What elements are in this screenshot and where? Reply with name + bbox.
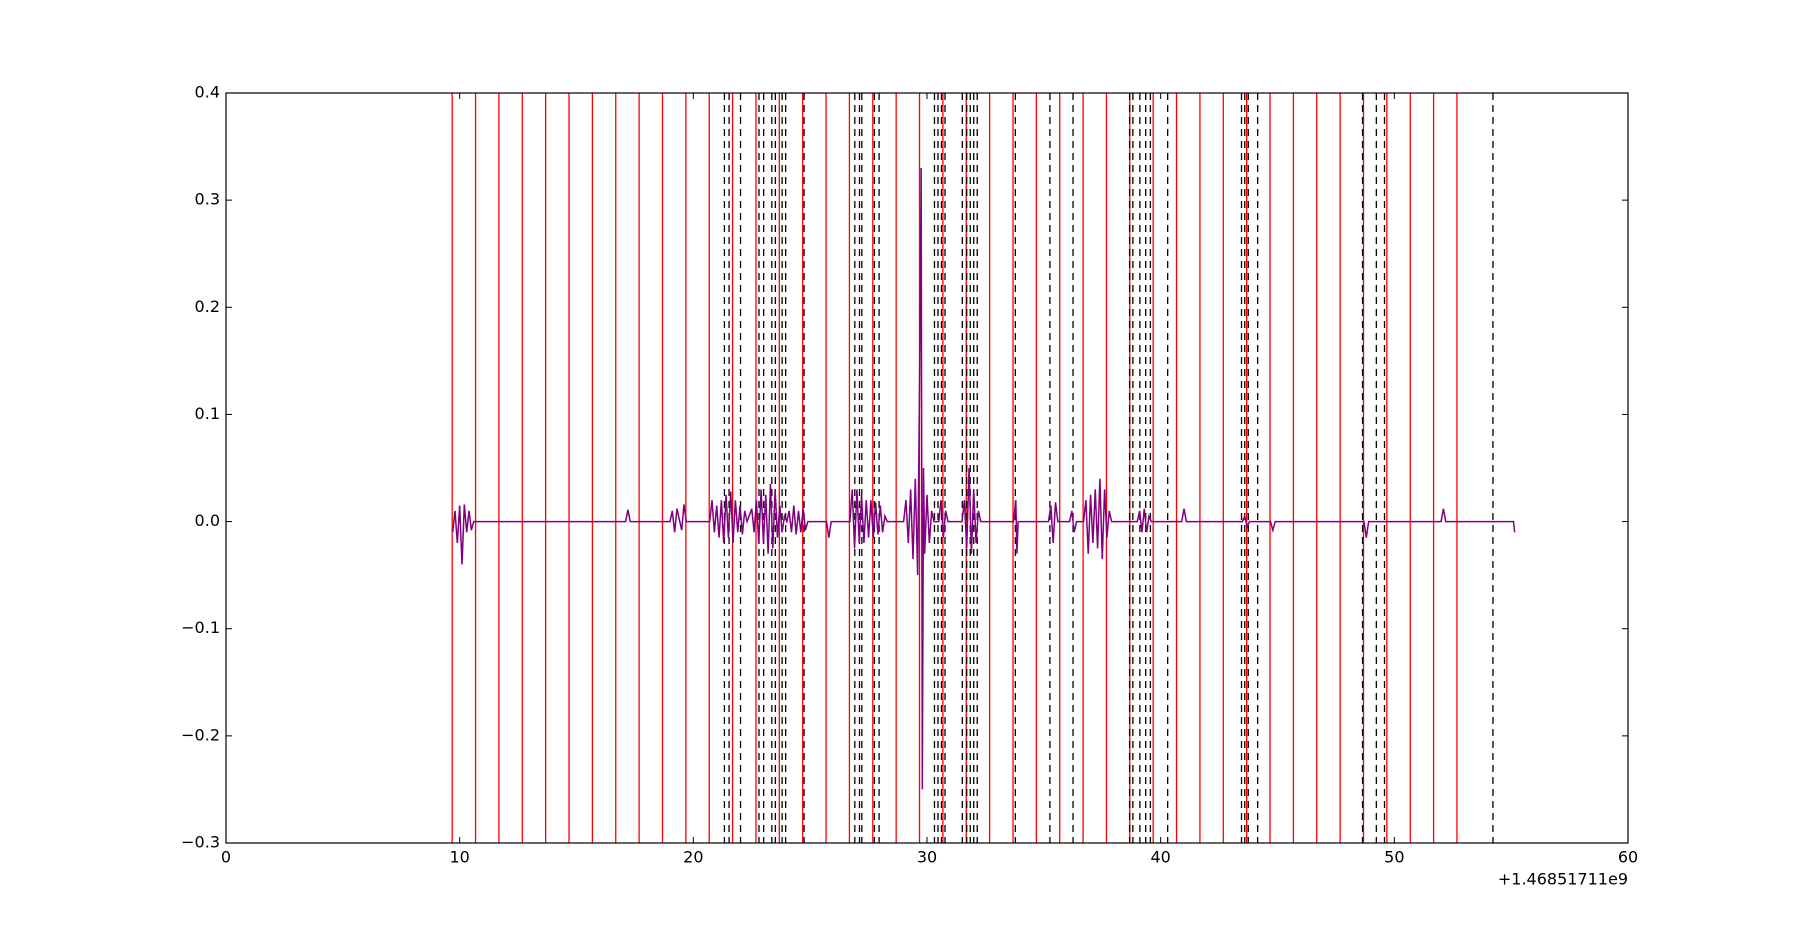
y-tick-label: 0.3: [195, 190, 220, 209]
x-tick-label: 50: [1384, 848, 1404, 867]
y-tick-label: 0.4: [195, 83, 220, 102]
y-tick-label: −0.3: [181, 833, 220, 852]
x-tick-label: 0: [221, 848, 231, 867]
x-tick-label: 40: [1150, 848, 1170, 867]
x-tick-label: 30: [917, 848, 937, 867]
y-tick-label: 0.2: [195, 297, 220, 316]
x-tick-label: 10: [449, 848, 469, 867]
waveform-line: [451, 167, 1516, 790]
x-tick-label: 20: [683, 848, 703, 867]
x-tick-label: 60: [1618, 848, 1638, 867]
y-tick-label: −0.1: [181, 618, 220, 637]
y-tick-label: 0.0: [195, 511, 220, 530]
y-tick-label: 0.1: [195, 404, 220, 423]
y-tick-label: −0.2: [181, 725, 220, 744]
x-offset-label: +1.46851711e9: [1498, 870, 1628, 889]
